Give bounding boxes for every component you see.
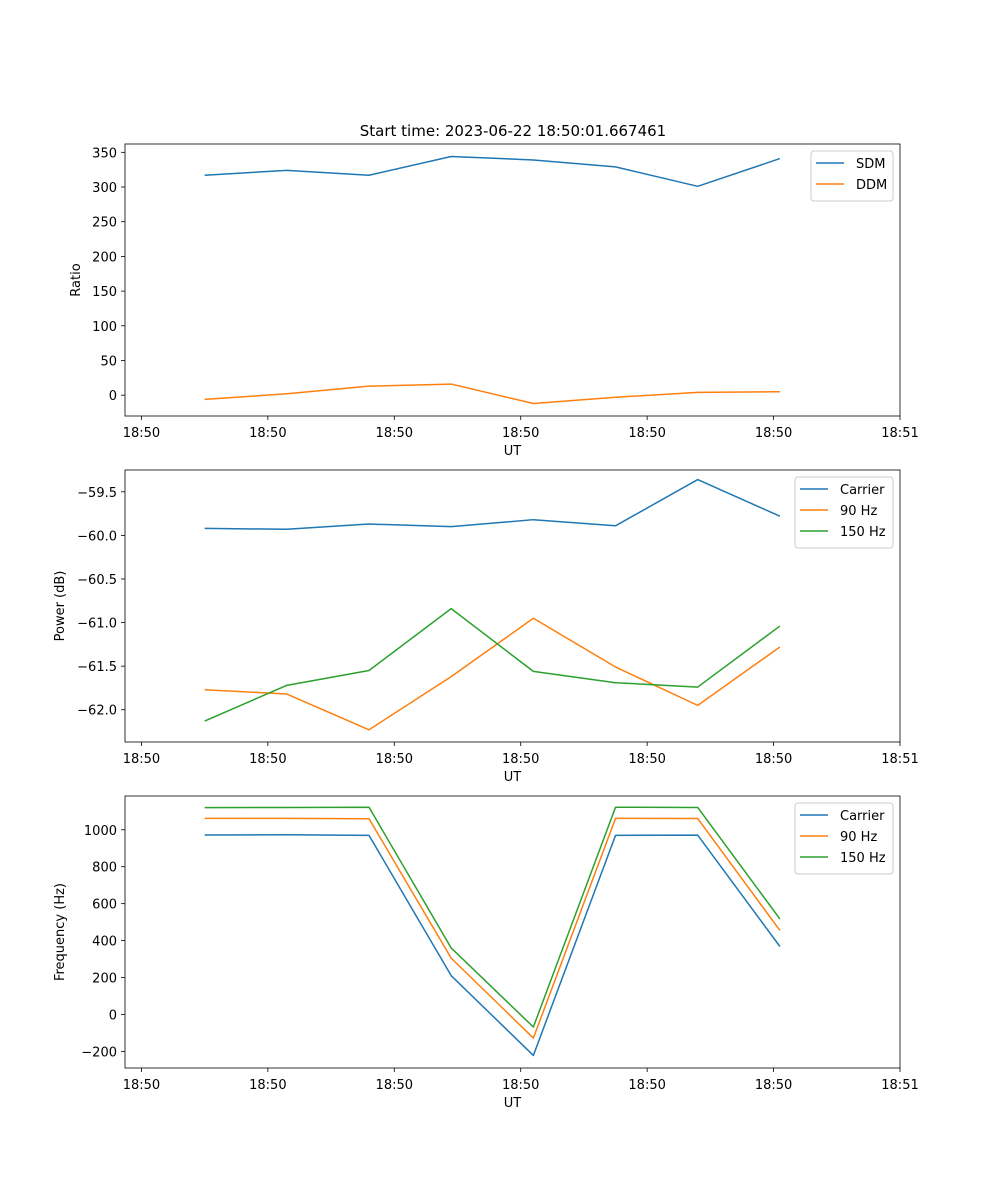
x-tick-label: 18:50: [123, 426, 160, 441]
y-tick-label: −61.0: [77, 617, 117, 632]
series-line-150-hz: [204, 607, 781, 722]
x-tick-label: 18:50: [628, 426, 665, 441]
x-tick-label: 18:50: [123, 752, 160, 767]
x-axis-label: UT: [504, 444, 522, 459]
legend-entry: DDM: [856, 178, 887, 193]
x-tick-label: 18:50: [376, 1078, 413, 1093]
y-tick-label: 350: [92, 146, 117, 161]
chart-panel-3: 18:50 18:50 18:50 18:50 18:50 18:50 18:51 −200 0…: [53, 795, 919, 1111]
y-tick-label: 0: [109, 389, 117, 404]
y-tick-label: −59.5: [77, 486, 117, 501]
x-axis-label: UT: [504, 770, 522, 785]
y-tick-label: 400: [92, 935, 117, 950]
y-tick-label: −60.5: [77, 573, 117, 588]
legend-entry: Carrier: [840, 483, 885, 498]
y-axis-label: Frequency (Hz): [53, 883, 68, 981]
plot-frame: [124, 143, 901, 417]
x-tick-label: 18:50: [249, 426, 286, 441]
x-tick-label: 18:50: [249, 1078, 286, 1093]
plot-frame: [124, 795, 901, 1069]
y-axis-label: Ratio: [69, 263, 84, 296]
y-tick-label: 800: [92, 861, 117, 876]
figure-title: Start time: 2023-06-22 18:50:01.667461: [360, 122, 666, 140]
legend-entry: Carrier: [840, 809, 885, 824]
series-line-carrier: [204, 834, 781, 1057]
x-tick-label: 18:50: [628, 752, 665, 767]
x-tick-label: 18:50: [755, 1078, 792, 1093]
series-line-150-hz: [204, 806, 781, 1028]
series-line-90-hz: [204, 617, 781, 731]
y-tick-label: −60.0: [77, 529, 117, 544]
y-tick-label: 250: [92, 216, 117, 231]
legend-entry: 90 Hz: [840, 830, 877, 845]
y-tick-label: 100: [92, 320, 117, 335]
x-tick-label: 18:50: [755, 752, 792, 767]
legend-entry: 150 Hz: [840, 851, 886, 866]
x-tick-label: 18:50: [376, 752, 413, 767]
x-axis-label: UT: [504, 1096, 522, 1111]
legend-entry: SDM: [856, 157, 885, 172]
legend: Carrier 90 Hz 150 Hz: [794, 802, 894, 875]
y-tick-label: −62.0: [77, 704, 117, 719]
plot-frame: [124, 469, 901, 743]
series-line-ddm: [204, 383, 780, 405]
x-tick-label: 18:51: [881, 752, 918, 767]
x-tick-label: 18:50: [628, 1078, 665, 1093]
series-line-90-hz: [204, 817, 781, 1039]
y-tick-label: 600: [92, 898, 117, 913]
x-tick-label: 18:50: [502, 1078, 539, 1093]
y-tick-label: 300: [92, 181, 117, 196]
x-tick-label: 18:50: [123, 1078, 160, 1093]
y-axis-label: Power (dB): [53, 571, 68, 642]
x-tick-label: 18:50: [249, 752, 286, 767]
x-tick-label: 18:50: [502, 752, 539, 767]
y-tick-label: 1000: [84, 824, 117, 839]
y-tick-label: 200: [92, 250, 117, 265]
y-tick-label: −200: [81, 1045, 117, 1060]
series-line-carrier: [204, 478, 781, 531]
chart-panel-2: 18:50 18:50 18:50 18:50 18:50 18:50 18:51 −62.0…: [53, 469, 919, 785]
y-tick-label: 0: [109, 1008, 117, 1023]
legend-entry: 90 Hz: [840, 504, 877, 519]
x-tick-label: 18:50: [755, 426, 792, 441]
y-tick-label: 200: [92, 972, 117, 987]
x-tick-label: 18:50: [502, 426, 539, 441]
x-tick-label: 18:51: [881, 426, 918, 441]
y-tick-label: 50: [100, 354, 117, 369]
x-tick-label: 18:50: [376, 426, 413, 441]
chart-panel-1: 18:50 18:50 18:50 18:50 18:50 18:50 18:51 0 50 10…: [69, 143, 919, 459]
y-tick-label: 150: [92, 285, 117, 300]
x-tick-label: 18:51: [881, 1078, 918, 1093]
legend: Carrier 90 Hz 150 Hz: [794, 476, 894, 549]
y-tick-label: −61.5: [77, 660, 117, 675]
series-line-sdm: [204, 155, 781, 188]
legend-entry: 150 Hz: [840, 525, 886, 540]
legend: SDM DDM: [810, 150, 894, 202]
